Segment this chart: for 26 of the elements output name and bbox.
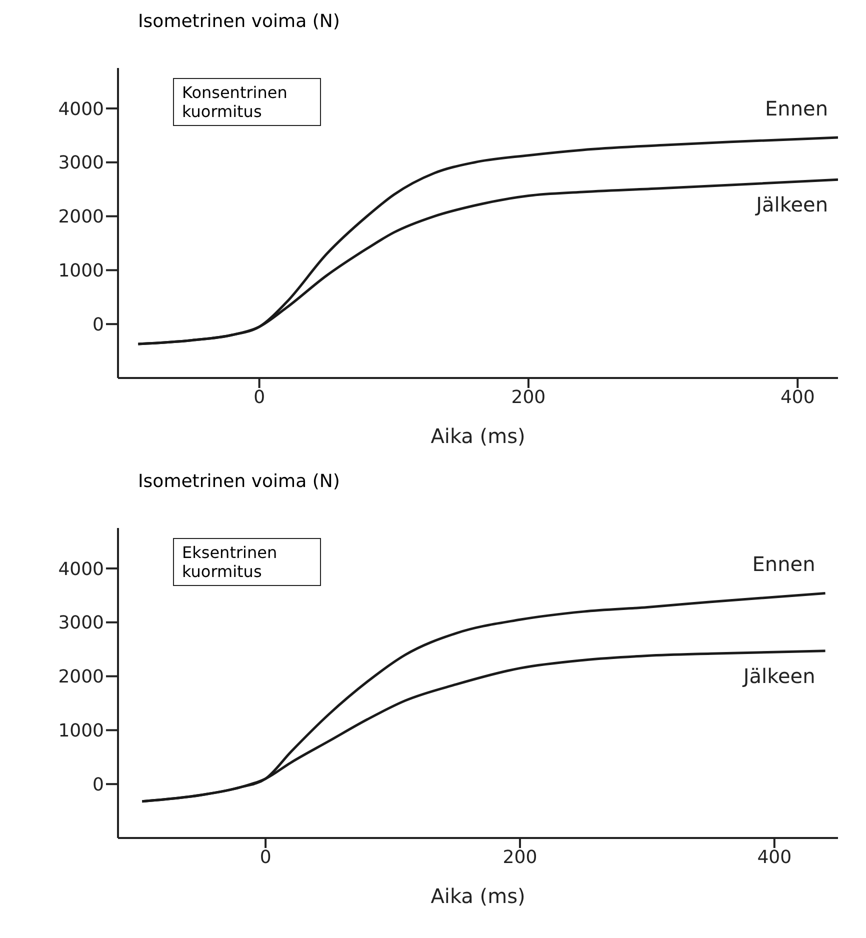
note-box: Konsentrinen kuormitus [173, 78, 321, 126]
y-tick-label: 4000 [58, 558, 104, 580]
y-tick-label: 2000 [58, 666, 104, 688]
x-axis-title: Aika (ms) [430, 424, 526, 448]
x-tick-label: 400 [780, 386, 815, 408]
y-tick-label: 1000 [58, 720, 104, 742]
x-tick-label: 0 [254, 386, 266, 408]
x-axis-title: Aika (ms) [430, 884, 526, 908]
series-label: Ennen [765, 96, 828, 121]
series-label: Ennen [752, 552, 816, 576]
y-tick-label: 0 [92, 774, 104, 796]
series-label: Jälkeen [741, 664, 816, 688]
x-tick-label: 200 [502, 846, 538, 868]
x-tick-label: 200 [511, 386, 546, 408]
y-tick-label: 0 [92, 314, 104, 336]
x-tick-label: 0 [260, 846, 272, 868]
y-axis-title: Isometrinen voima (N) [138, 11, 341, 32]
series-label: Jälkeen [754, 192, 828, 217]
y-axis-title: Isometrinen voima (N) [138, 471, 341, 492]
y-tick-label: 2000 [58, 206, 104, 228]
y-tick-label: 1000 [58, 260, 104, 282]
y-tick-label: 4000 [58, 98, 104, 120]
y-tick-label: 3000 [58, 152, 104, 174]
note-box: Eksentrinen kuormitus [173, 538, 321, 586]
y-tick-label: 3000 [58, 612, 104, 634]
x-tick-label: 400 [757, 846, 792, 868]
